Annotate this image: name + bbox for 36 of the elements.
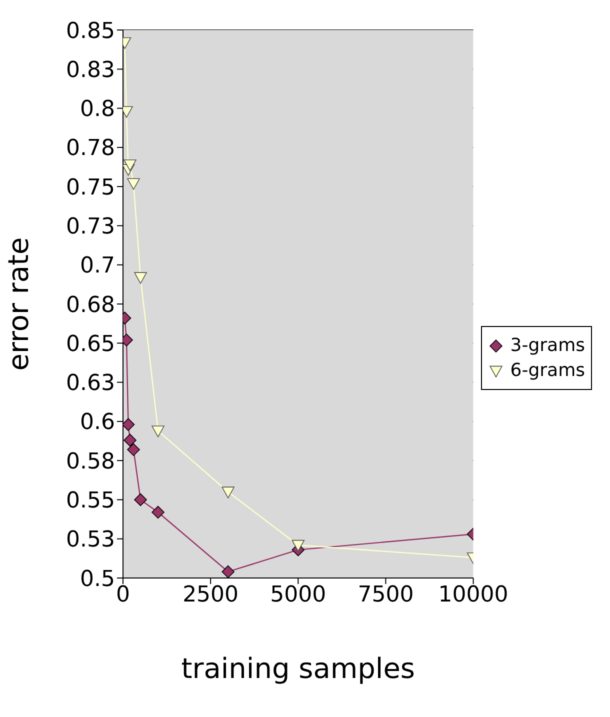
y-tick-label: 0.8 — [80, 97, 115, 122]
point — [134, 493, 147, 506]
y-tick-label: 0.7 — [80, 254, 115, 279]
y-tick-label: 0.85 — [66, 18, 115, 44]
y-tick-label: 0.63 — [66, 371, 115, 396]
y-tick-label: 0.55 — [66, 488, 115, 514]
point — [222, 486, 234, 498]
y-tick-label: 0.6 — [80, 410, 115, 436]
x-tick-label: 2500 — [182, 582, 239, 608]
y-tick-label: 0.75 — [66, 175, 115, 200]
y-axis-title: error rate — [2, 237, 35, 371]
y-tick-label: 0.68 — [66, 292, 115, 318]
point — [124, 159, 136, 172]
x-tick-label: 7500 — [358, 582, 414, 608]
point — [124, 434, 136, 447]
y-tick-label: 0.5 — [80, 566, 115, 592]
point — [292, 540, 305, 552]
legend-label: 3-grams — [510, 335, 585, 356]
x-tick-label: 10000 — [438, 582, 508, 608]
legend-label: 6-grams — [510, 360, 585, 381]
point — [123, 418, 135, 431]
x-tick-label: 5000 — [270, 582, 326, 608]
point — [152, 426, 164, 438]
point — [152, 506, 164, 519]
point — [134, 272, 147, 284]
y-tick-label: 0.83 — [66, 58, 115, 83]
y-tick-label: 0.73 — [66, 214, 115, 240]
y-tick-label: 0.58 — [66, 449, 115, 474]
point — [127, 443, 140, 456]
point — [127, 178, 140, 190]
x-tick-label: 0 — [116, 582, 130, 608]
point — [222, 565, 234, 578]
y-tick-label: 0.78 — [66, 136, 115, 162]
y-tick-label: 0.53 — [66, 528, 115, 553]
y-tick-label: 0.65 — [66, 332, 115, 357]
x-axis-title: training samples — [181, 652, 416, 685]
